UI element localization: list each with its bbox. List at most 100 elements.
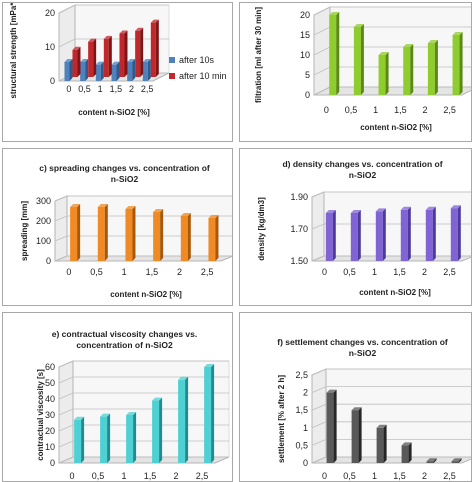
bar-value-0,5 [350, 213, 358, 261]
bar-top [126, 412, 137, 415]
bar-top [326, 389, 337, 393]
bar-after-10-min-2 [135, 30, 141, 77]
bar-after-10s-1,5 [111, 64, 117, 81]
bar-after-10-min-1 [103, 38, 109, 77]
x-tick-label: 1 [373, 105, 378, 115]
x-axis-label: content n-SiO2 [%] [360, 123, 432, 132]
y-axis-label: spreading [mm] [20, 201, 29, 261]
gridline [311, 421, 471, 429]
x-tick-label: 1 [372, 471, 377, 481]
bar-side [159, 397, 163, 463]
bar-top [95, 61, 104, 65]
x-tick-label: 2 [422, 471, 427, 481]
legend-swatch [169, 73, 175, 79]
bar-side [69, 58, 73, 81]
chart-title-line: n-SiO2 [349, 170, 377, 180]
x-tick-label: 2,5 [443, 471, 456, 481]
bar-side [383, 424, 387, 463]
chart-title-line: n-SiO2 [111, 174, 139, 184]
y-tick-label: 300 [36, 196, 51, 206]
bar-top [378, 52, 389, 55]
bar-top [119, 30, 128, 34]
gridline [311, 191, 471, 198]
bar-side [104, 204, 108, 261]
bar-top [401, 442, 412, 446]
bar-top [375, 208, 386, 212]
gridline [58, 376, 229, 384]
x-axis-label: content n-SiO2 [%] [359, 288, 431, 297]
y-axis-label: settlement [% after 2 h] [277, 375, 286, 463]
y-tick-label: 20 [45, 426, 55, 436]
bar-after-10s-2,5 [142, 61, 148, 81]
bar-side [133, 412, 137, 463]
bar-value-2,5 [452, 35, 460, 95]
gridline [311, 403, 471, 411]
bar-value-0,5 [100, 416, 108, 463]
y-tick-label: 30 [45, 410, 55, 420]
y-tick-label: 40 [45, 394, 55, 404]
y-axis-label: filtration [ml after 30 min] [254, 7, 263, 103]
bar-value-1 [126, 415, 134, 463]
y-tick-label: 0 [46, 256, 51, 266]
gridline [54, 195, 232, 202]
x-tick-label: 0 [324, 105, 329, 115]
bar-side [433, 458, 437, 463]
bar-side [382, 208, 386, 261]
x-tick-label: 0,5 [78, 84, 91, 94]
gridline [311, 368, 471, 376]
x-tick-label: 2 [177, 267, 182, 277]
bar-side [140, 27, 144, 77]
chart-title-line: c) spreading changes vs. concentration o… [39, 163, 210, 173]
bar-side [407, 206, 411, 261]
bar-side [215, 215, 219, 261]
legend-swatch [169, 57, 175, 63]
bar-top [178, 376, 189, 380]
bar-after-10-min-0 [72, 49, 78, 77]
bar-top [400, 206, 411, 210]
bar-top [208, 215, 219, 218]
chart-structural-strength: 0 10 20 0 0,5 1 1,5 2 2,5 content n-SiO2 [%] struc… [9, 2, 227, 117]
x-tick-label: 0,5 [90, 267, 103, 277]
chart-title-line: n-SiO2 [349, 348, 377, 358]
bar-value-0,5 [351, 410, 359, 463]
bar-top [425, 206, 436, 210]
gridline [311, 439, 471, 446]
bar-side [459, 32, 463, 95]
bar-value-0 [325, 213, 333, 261]
y-tick-label: 1,5 [295, 405, 308, 415]
y-axis-label: structural strength [mPa*s] [9, 2, 18, 99]
bar-side [333, 389, 337, 463]
panel-density: d) density changes vs. concentration of n… [239, 148, 472, 306]
x-tick-label: 0 [66, 267, 71, 277]
bar-top [72, 46, 81, 50]
gridline [58, 392, 229, 400]
bar-side [408, 442, 412, 463]
y-tick-label: 1.50 [290, 256, 308, 266]
x-tick-label: 0,5 [343, 471, 356, 481]
bar-top [70, 204, 81, 207]
bar-side [187, 213, 191, 261]
y-tick-label: 0 [50, 458, 55, 468]
x-tick-label: 2,5 [443, 267, 456, 277]
bar-after-10s-0 [64, 61, 70, 81]
bar-top [150, 19, 159, 23]
panel-filtration: 0 5 10 15 20 0 0,5 1 1,5 2 2,5 content n-SiO2 [%] fi… [239, 2, 472, 142]
y-tick-label: 0 [303, 458, 308, 468]
legend-entry: after 10s [179, 55, 215, 65]
panel-structural-strength: 0 10 20 0 0,5 1 1,5 2 2,5 content n-SiO2 [%] struc… [2, 2, 233, 142]
bar-top [427, 40, 438, 43]
bar-value-1,5 [400, 209, 408, 261]
plot-side-wall [54, 195, 68, 262]
chart-title: d) density changes vs. concentration of n… [282, 159, 442, 180]
gridline [58, 408, 229, 416]
y-tick-label: 5 [305, 70, 310, 80]
x-tick-label: 2,5 [196, 471, 209, 481]
bar-after-10s-1 [95, 64, 101, 81]
bar-value-1 [375, 211, 383, 261]
x-tick-label: 2,5 [201, 267, 214, 277]
bar-value-1 [125, 209, 133, 261]
y-tick-label: 2 [303, 388, 308, 398]
plot-floor [58, 456, 230, 464]
bar-value-1 [378, 55, 386, 95]
bar-side [155, 19, 159, 78]
